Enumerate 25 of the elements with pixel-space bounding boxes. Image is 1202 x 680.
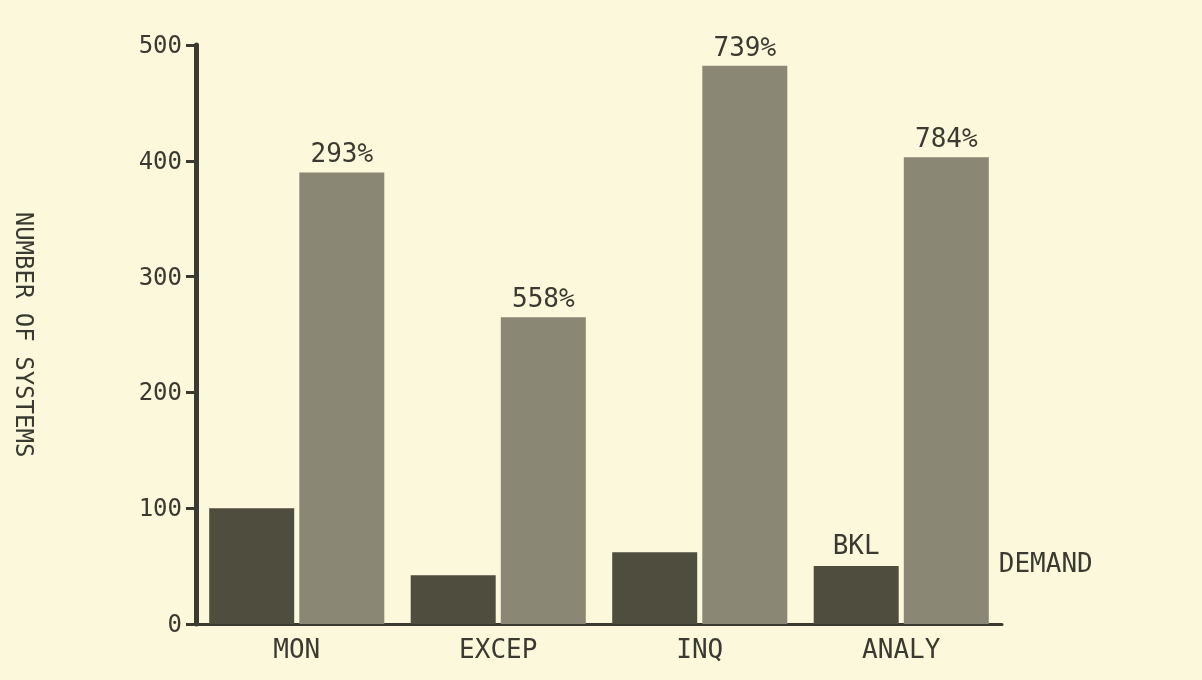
y-tick-label: 300 <box>138 262 182 291</box>
annotation: 739% <box>713 31 777 62</box>
y-tick-label: 0 <box>167 610 182 638</box>
annotation: 293% <box>310 138 374 169</box>
annotation: 784% <box>914 123 978 154</box>
y-axis-title: NUMBER OF SYSTEMS <box>10 211 38 458</box>
y-tick-label: 200 <box>138 378 182 407</box>
bar <box>813 566 899 624</box>
x-tick-label: MON <box>273 634 321 664</box>
bar <box>299 172 385 624</box>
x-tick-label: ANALY <box>862 634 941 664</box>
y-tick-label: 100 <box>138 494 182 523</box>
bar <box>410 575 496 624</box>
series-label: BKL <box>832 530 880 561</box>
y-tick-label: 500 <box>138 31 182 59</box>
bar <box>612 552 698 624</box>
bar <box>903 157 989 624</box>
bar <box>500 317 586 624</box>
series-label: DEMAND <box>998 548 1093 578</box>
x-tick-label: EXCEP <box>459 634 538 664</box>
x-tick-label: INQ <box>676 634 724 664</box>
annotation: 558% <box>511 283 575 314</box>
bar <box>702 65 788 624</box>
y-tick-label: 400 <box>138 146 182 175</box>
bar <box>209 508 295 624</box>
